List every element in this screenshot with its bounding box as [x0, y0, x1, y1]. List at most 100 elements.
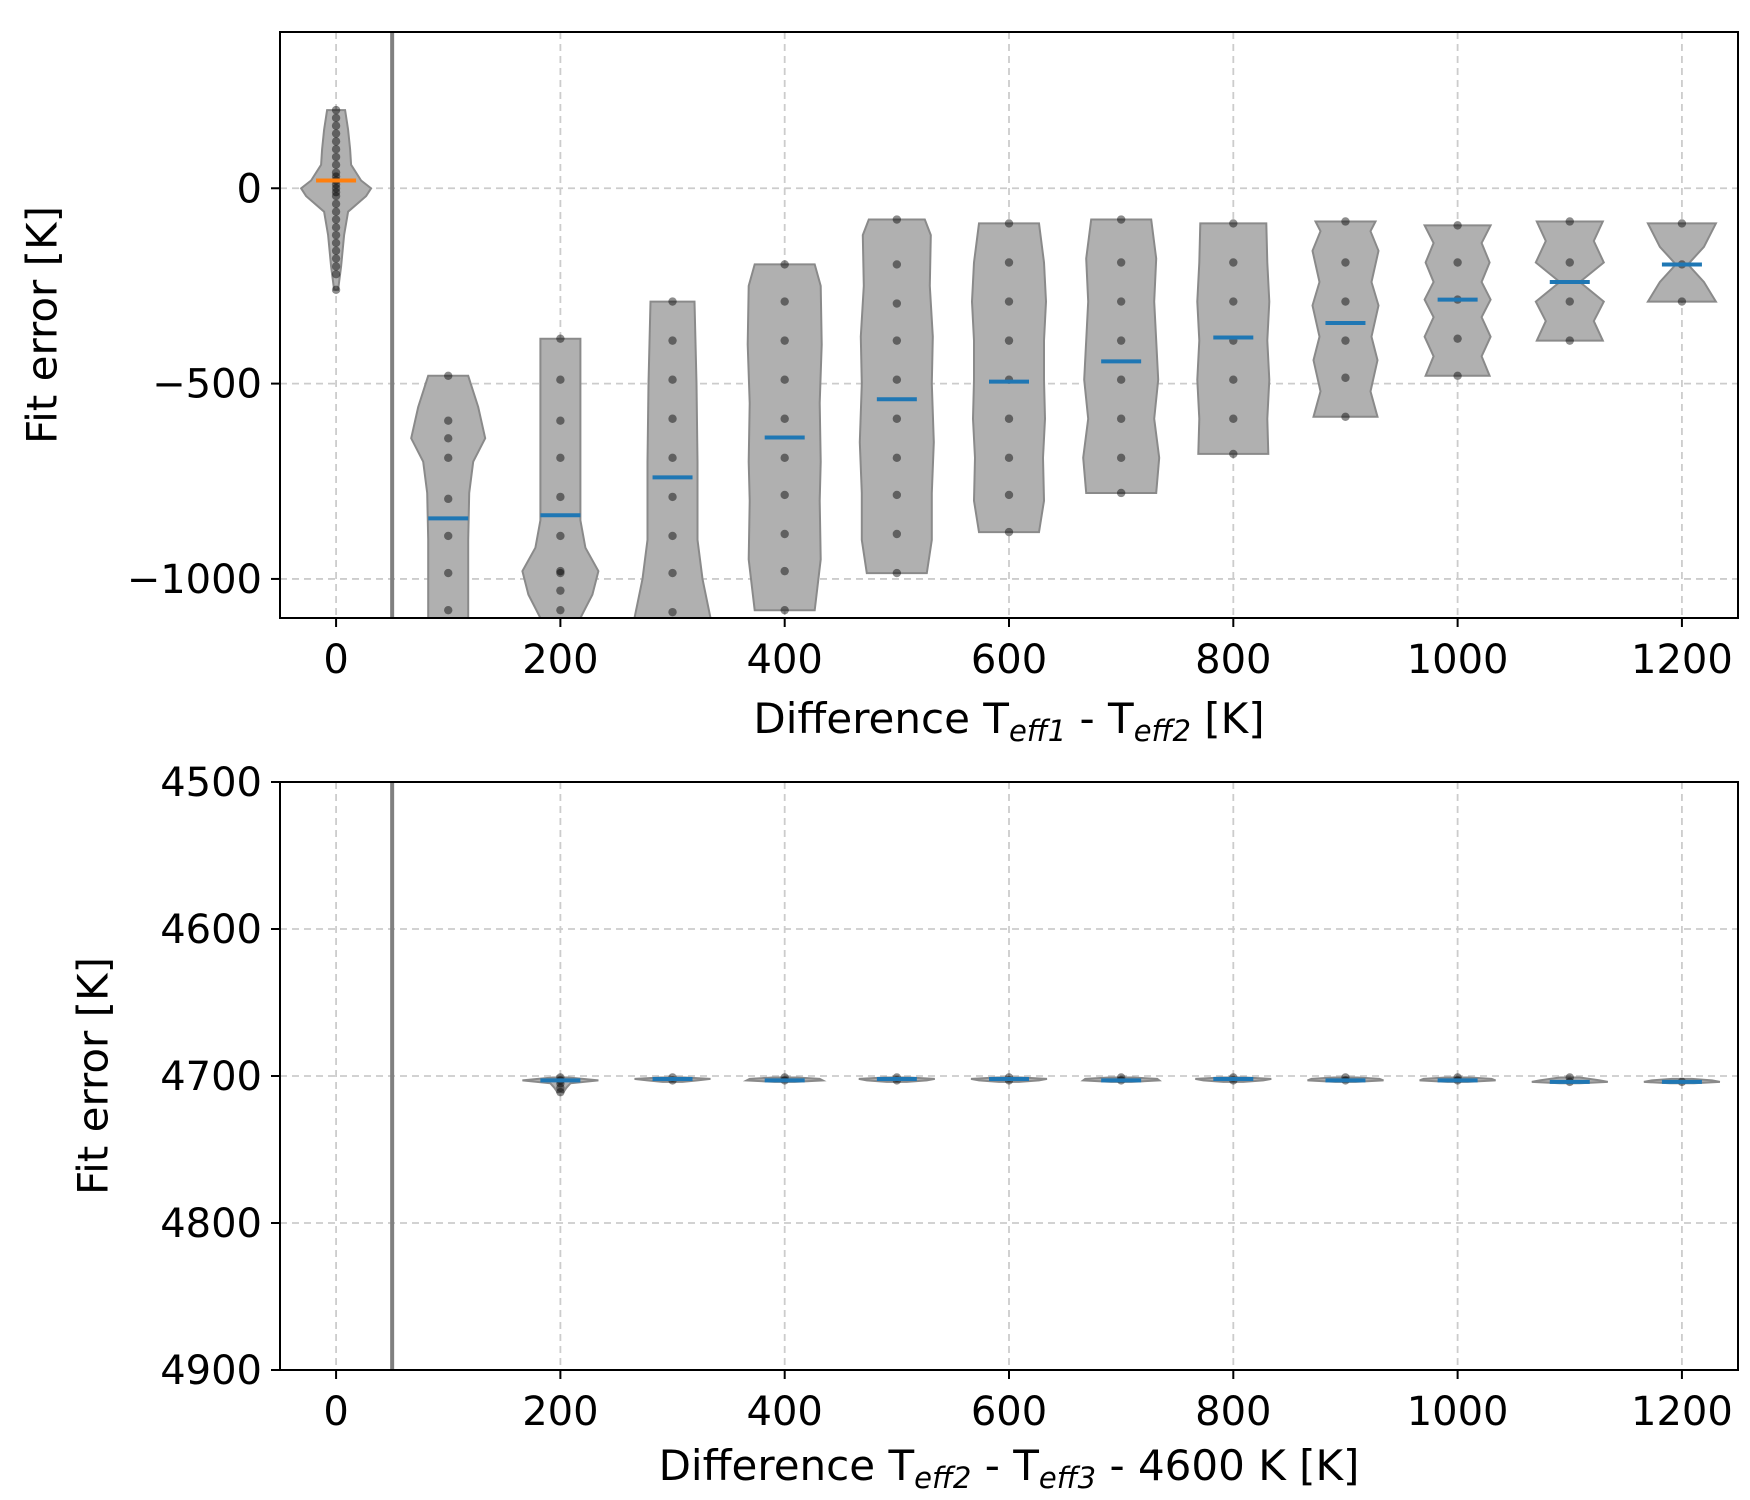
top-data-point [668, 453, 677, 463]
top-data-point [1004, 490, 1014, 500]
top-data-point [1116, 414, 1126, 423]
top-data-point [331, 199, 341, 209]
top-data-point [331, 262, 341, 271]
top-x-tick-label: 400 [747, 637, 823, 683]
top-data-point [1565, 336, 1574, 345]
top-data-point [1453, 371, 1462, 380]
top-data-point [556, 605, 565, 615]
top-data-point [780, 529, 789, 539]
top-data-point [1341, 217, 1350, 226]
top-data-point [780, 566, 789, 576]
top-data-point [556, 566, 565, 576]
top-data-point [331, 207, 341, 216]
top-data-point [668, 531, 677, 541]
top-data-point [331, 270, 341, 279]
top-data-point [1004, 258, 1014, 267]
top-data-point [1116, 336, 1126, 345]
top-data-point [331, 160, 341, 170]
bottom-x-tick-label: 800 [1195, 1389, 1271, 1435]
top-data-point [780, 414, 789, 423]
top-data-point [892, 490, 902, 500]
top-data-point [556, 531, 565, 541]
top-data-point [1341, 297, 1350, 306]
top-y-ticks: 0 −500 −1000 [127, 166, 280, 603]
top-data-point [1453, 258, 1462, 267]
top-data-point [780, 605, 789, 615]
top-violin-body [299, 109, 373, 291]
top-violin-body [1311, 220, 1380, 418]
top-data-point [1341, 336, 1350, 345]
top-data-point [444, 531, 453, 541]
top-data-point [331, 238, 341, 248]
top-data-point [1565, 258, 1574, 267]
top-y-axis-label: Fit error [K] [18, 206, 67, 444]
bottom-x-ticks: 0 200 400 600 800 1000 1200 [323, 1370, 1733, 1435]
top-data-point [331, 168, 341, 177]
top-data-point [1565, 297, 1574, 306]
top-data-point [1004, 336, 1014, 345]
top-data-point [556, 334, 565, 343]
top-data-point [1341, 412, 1350, 422]
bottom-x-axis-label: Difference Teff2 - Teff3 - 4600 K [K] [659, 1441, 1360, 1495]
bottom-x-tick-label: 1200 [1631, 1389, 1733, 1435]
top-data-point [780, 336, 789, 345]
bottom-y-tick-label: 4800 [160, 1201, 262, 1247]
top-data-point [780, 453, 789, 463]
top-data-point [892, 299, 902, 308]
top-xlabel-sub2: eff2 [1134, 714, 1191, 748]
top-data-point [892, 336, 902, 345]
top-data-point [331, 105, 341, 115]
top-y-tick-label: −1000 [127, 557, 262, 603]
top-panel: 0 200 400 600 800 1000 1200 0 −500 −1000 Differe… [18, 31, 1739, 748]
top-data-point [331, 121, 341, 130]
top-x-ticks: 0 200 400 600 800 1000 1200 [323, 618, 1733, 683]
top-data-point [556, 568, 565, 578]
bottom-y-axis-label: Fit error [K] [69, 957, 118, 1195]
top-violin-body [970, 222, 1048, 534]
top-x-tick-label: 800 [1195, 637, 1271, 683]
top-data-point [668, 568, 677, 578]
top-data-point [331, 254, 341, 263]
top-data-point [1229, 449, 1238, 459]
top-violins [299, 105, 1718, 618]
top-data-point [331, 285, 341, 295]
top-data-point [1116, 258, 1126, 267]
top-data-point [331, 230, 341, 240]
top-data-point [444, 371, 453, 380]
top-data-point [331, 145, 341, 154]
top-data-point [1004, 414, 1014, 423]
top-y-tick-label: 0 [237, 166, 262, 212]
bottom-y-tick-label: 4500 [160, 760, 262, 806]
bottom-violins [522, 1073, 1721, 1097]
bottom-y-ticks: 4500 4600 4700 4800 4900 [160, 760, 280, 1394]
top-data-point [1116, 375, 1126, 384]
top-data-point [780, 490, 789, 500]
top-data-point [892, 529, 902, 539]
top-data-point [1229, 297, 1238, 306]
top-x-tick-label: 0 [323, 637, 348, 683]
bottom-xlabel-post: - 4600 K [K] [1096, 1441, 1359, 1490]
top-data-point [1453, 334, 1462, 343]
top-data-point [331, 184, 341, 193]
top-data-point [331, 223, 341, 232]
top-data-point [1004, 219, 1014, 228]
top-data-point [668, 297, 677, 306]
top-data-point [444, 494, 453, 504]
bottom-xlabel-mid: - T [971, 1441, 1039, 1490]
bottom-panel: 0 200 400 600 800 1000 1200 4500 4600 4700 4800 49… [69, 760, 1739, 1495]
bottom-y-tick-label: 4700 [160, 1054, 262, 1100]
top-data-point [331, 246, 341, 255]
top-data-point [556, 416, 565, 425]
top-x-tick-label: 200 [522, 637, 598, 683]
top-x-tick-label: 600 [971, 637, 1047, 683]
bottom-xlabel-pre: Difference T [659, 1441, 915, 1490]
top-data-point [444, 416, 453, 425]
top-data-point [1565, 217, 1574, 226]
bottom-xlabel-sub1: eff2 [914, 1461, 971, 1495]
top-data-point [1116, 453, 1126, 463]
top-data-point [1677, 297, 1687, 306]
top-data-point [1004, 527, 1014, 537]
top-data-point [1116, 297, 1126, 306]
top-data-point [1004, 297, 1014, 306]
